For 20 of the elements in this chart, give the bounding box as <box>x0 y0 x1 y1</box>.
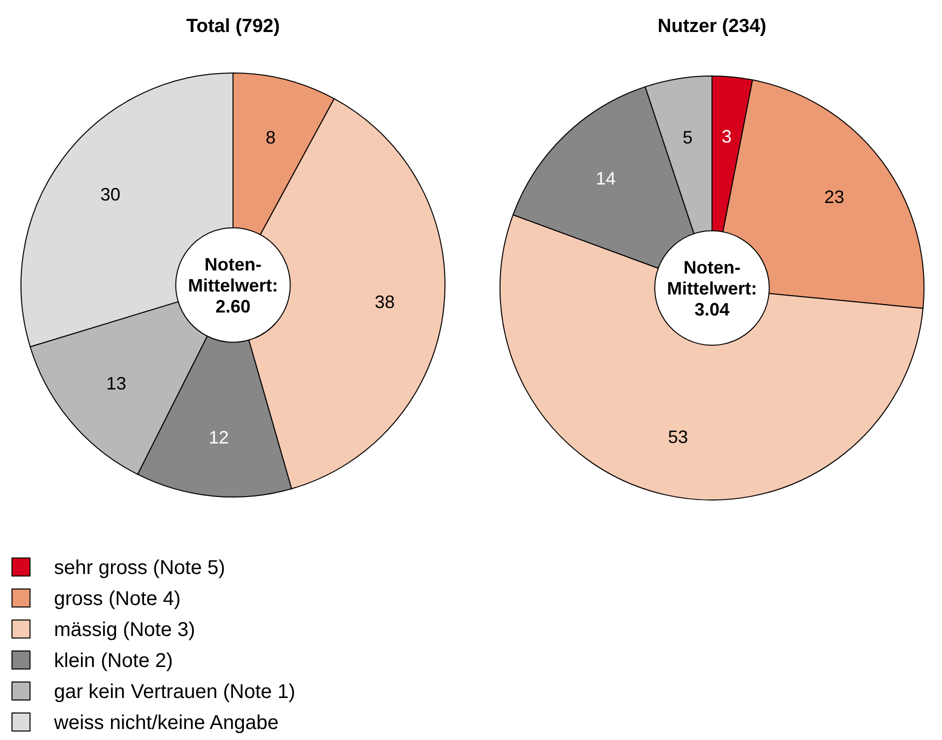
text: Noten- Mittelwert: 2.60 <box>188 254 278 316</box>
data-label: 5 <box>682 128 693 148</box>
chart-title: Total (792) <box>186 16 280 37</box>
data-label: 14 <box>596 168 616 189</box>
legend-label: weiss nicht/keine Angabe <box>53 712 279 734</box>
chart-title: Nutzer (234) <box>658 16 766 37</box>
data-label: 3 <box>722 126 732 146</box>
data-label: 8 <box>266 127 276 148</box>
data-label: 53 <box>668 427 688 448</box>
data-label: 23 <box>824 187 844 208</box>
data-label: 12 <box>208 427 229 448</box>
legend-label: gar kein Vertrauen (Note 1) <box>54 681 296 703</box>
data-label: 13 <box>106 374 126 394</box>
legend-label: klein (Note 2) <box>54 650 173 672</box>
legend-label: sehr gross (Note 5) <box>54 557 226 579</box>
data-label: 38 <box>374 292 395 312</box>
data-label: 30 <box>100 184 120 204</box>
text: Noten- Mittelwert: 3.04 <box>667 257 757 320</box>
legend-label: mässig (Note 3) <box>54 619 196 641</box>
legend-label: gross (Note 4) <box>54 588 181 610</box>
